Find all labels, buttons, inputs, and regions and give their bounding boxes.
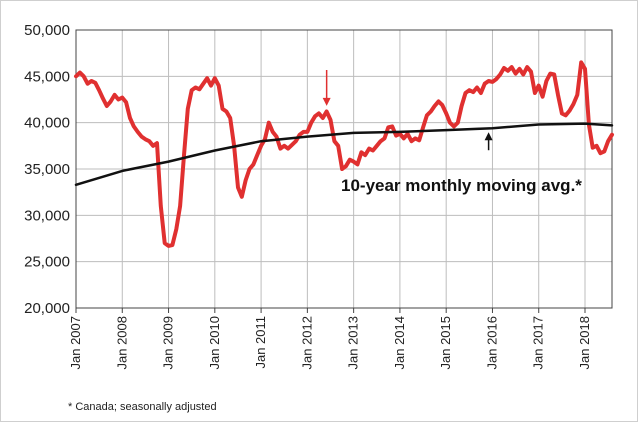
series-line-actual [74, 60, 614, 248]
x-tick-label: Jan 2017 [531, 316, 546, 370]
x-tick-label: Jan 2009 [161, 316, 176, 370]
series-lines [74, 60, 614, 248]
x-axis-ticks: Jan 2007 Jan 2008 Jan 2009 Jan 2010 Jan 2011… [68, 316, 592, 370]
x-tick-label: Jan 2015 [438, 316, 453, 370]
x-tick-label: Jan 2018 [577, 316, 592, 370]
x-tick-label: Jan 2010 [207, 316, 222, 370]
y-tick-label: 50,000 [24, 22, 70, 39]
red-arrow-head [322, 97, 331, 106]
x-tick-label: Jan 2011 [253, 316, 268, 369]
y-axis-ticks: 20,000 25,000 30,000 35,000 40,000 45,000 50,0… [24, 22, 70, 317]
annotations: 10-year monthly moving avg.* [322, 70, 582, 195]
moving-average-label: 10-year monthly moving avg.* [341, 176, 582, 195]
series-line-moving-average [74, 122, 614, 187]
x-tick-label: Jan 2014 [392, 316, 407, 370]
x-tick-label: Jan 2016 [484, 316, 499, 370]
plot-border [75, 29, 613, 309]
y-tick-label: 35,000 [24, 161, 70, 178]
y-tick-label: 30,000 [24, 207, 70, 224]
x-tick-label: Jan 2007 [68, 316, 83, 370]
x-tick-label: Jan 2008 [114, 316, 129, 370]
y-tick-label: 45,000 [24, 68, 70, 85]
moving-average-arrow-head [484, 132, 493, 141]
y-tick-label: 25,000 [24, 254, 70, 271]
y-tick-label: 40,000 [24, 115, 70, 132]
x-tick-label: Jan 2013 [346, 316, 361, 370]
chart-footnote: * Canada; seasonally adjusted [68, 401, 217, 413]
y-tick-label: 20,000 [24, 300, 70, 317]
x-tick-label: Jan 2012 [299, 316, 314, 370]
